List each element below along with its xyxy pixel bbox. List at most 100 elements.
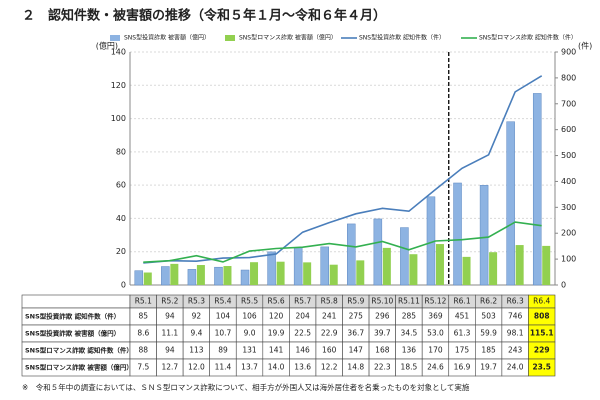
table-value: 94 (165, 346, 175, 355)
table-value: 243 (508, 346, 523, 355)
row-label: SNS型ロマンス詐欺 被害額（億円） (25, 363, 133, 372)
row-label: SNS型投資詐欺 被害額（億円） (25, 329, 120, 338)
table-header: R5.2 (161, 297, 178, 306)
table-value: 369 (428, 312, 443, 321)
table-value: 14.0 (268, 363, 285, 372)
legend-label: SNS型ロマンス詐欺 認知件数（件） (479, 34, 577, 42)
table-value: 115.1 (530, 329, 554, 338)
table-header: R6.4 (533, 297, 550, 306)
bar (250, 262, 259, 285)
bar (187, 269, 197, 286)
table-value: 451 (455, 312, 470, 321)
table-cell (528, 358, 556, 377)
table-header: R5.9 (347, 297, 364, 306)
y2-tick-label: 100 (561, 255, 576, 264)
table-value: 113 (189, 346, 204, 355)
bar (373, 218, 383, 286)
table-value: 296 (375, 312, 390, 321)
bar (293, 247, 303, 286)
y2-axis-label: (件) (578, 41, 592, 51)
table-value: 131 (242, 346, 257, 355)
table-value: 9.4 (190, 329, 202, 338)
line (143, 221, 542, 264)
y2-tick-label: 700 (561, 99, 576, 108)
table-value: 53.0 (427, 329, 444, 338)
table-cell (21, 294, 131, 309)
bar (267, 251, 276, 286)
table-value: 12.0 (188, 363, 205, 372)
table-header: R6.3 (507, 297, 524, 306)
y2-tick-label: 400 (561, 177, 576, 186)
bar (435, 244, 444, 285)
bar (170, 263, 179, 285)
table-value: 503 (481, 312, 496, 321)
bar (161, 266, 170, 286)
table-value: 22.3 (374, 363, 391, 372)
bar (320, 246, 329, 286)
table-value: 170 (428, 346, 443, 355)
table-value: 24.0 (507, 363, 524, 372)
bar (400, 227, 409, 286)
y2-tick-label: 900 (561, 48, 576, 57)
table-header: R6.2 (480, 297, 497, 306)
table-value: 185 (481, 346, 496, 355)
table-value: 19.7 (480, 363, 497, 372)
legend-swatch (225, 35, 235, 41)
table-value: 13.7 (241, 363, 258, 372)
table-value: 808 (534, 312, 550, 321)
legend-label: SNS型投資詐欺 被害額（億円） (124, 34, 210, 42)
table-header: R5.3 (188, 297, 205, 306)
table-value: 59.9 (480, 329, 497, 338)
table-value: 11.1 (161, 329, 178, 338)
legend-swatch (110, 35, 120, 41)
table-header: R5.11 (398, 297, 420, 306)
bar (347, 223, 356, 286)
table-value: 19.9 (268, 329, 285, 338)
table-value: 168 (375, 346, 390, 355)
bar (196, 265, 205, 285)
table-header: R5.1 (135, 297, 152, 306)
table-value: 11.4 (215, 363, 232, 372)
y-tick-label: 40 (116, 214, 126, 223)
table-value: 275 (349, 312, 364, 321)
table-value: 204 (295, 312, 310, 321)
bar (542, 245, 551, 285)
table-header: R6.1 (453, 297, 470, 306)
table-value: 92 (192, 312, 202, 321)
y-tick-label: 20 (116, 247, 126, 256)
table-value: 39.7 (374, 329, 391, 338)
table-value: 18.5 (401, 363, 418, 372)
bar (532, 93, 542, 286)
bar (515, 245, 524, 285)
footnote: ※ 令和５年中の調査においては、ＳＮＳ型ロマンス詐欺について、相手方が外国人又は… (22, 382, 470, 392)
row-label: SNS型投資詐欺 認知件数（件） (25, 312, 120, 321)
table-value: 141 (269, 346, 284, 355)
table-header: R5.12 (425, 297, 447, 306)
bar (240, 269, 250, 286)
y-tick-label: 80 (116, 147, 126, 156)
row-label: SNS型ロマンス詐欺 認知件数（件） (25, 346, 133, 355)
table-header: R5.8 (321, 297, 338, 306)
table-value: 8.6 (137, 329, 149, 338)
table-value: 14.8 (347, 363, 364, 372)
bar (409, 254, 418, 285)
table-value: 229 (534, 346, 550, 355)
table-value: 94 (165, 312, 175, 321)
y-tick-label: 60 (116, 181, 126, 190)
table-value: 61.3 (454, 329, 471, 338)
bar (506, 121, 515, 286)
bar (276, 261, 285, 285)
table-header: R5.4 (214, 297, 231, 306)
table-value: 9.0 (244, 329, 256, 338)
y2-tick-label: 300 (561, 203, 576, 212)
bar (382, 247, 391, 285)
table-value: 12.7 (161, 363, 178, 372)
table-value: 160 (322, 346, 337, 355)
table-value: 136 (402, 346, 417, 355)
table-value: 98.1 (507, 329, 524, 338)
table-header: R5.10 (371, 297, 393, 306)
y2-tick-label: 0 (561, 281, 566, 290)
y-tick-label: 140 (111, 48, 126, 57)
table-value: 7.5 (137, 363, 149, 372)
